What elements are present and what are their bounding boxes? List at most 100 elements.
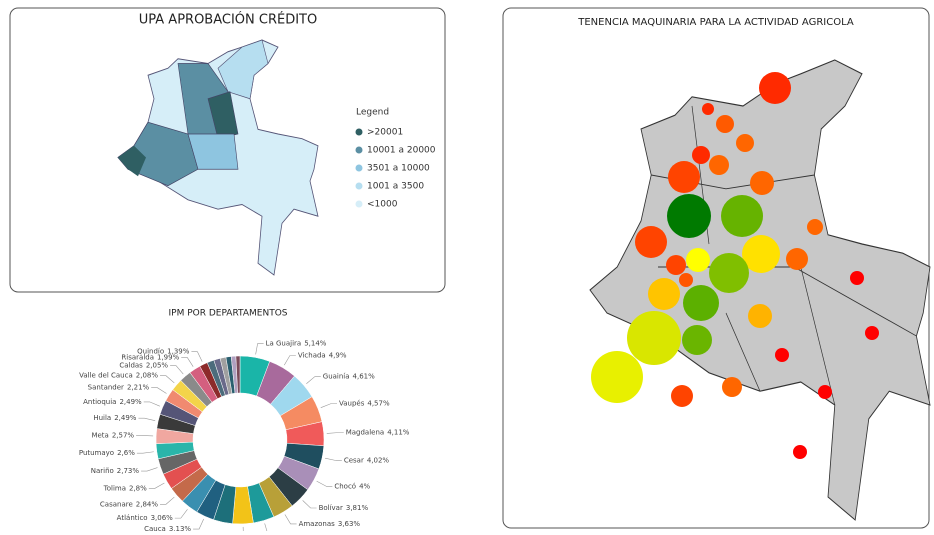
- leader-line: [141, 467, 158, 472]
- leader-line: [170, 365, 184, 375]
- leader-line: [136, 435, 154, 437]
- value-label: 2,73%: [117, 467, 140, 475]
- slice-label: Valle del Cauca 2,08%: [79, 372, 158, 380]
- value-label: 3,63%: [338, 520, 361, 528]
- value-label: 2,49%: [114, 414, 137, 422]
- legend-label: <1000: [367, 200, 398, 210]
- slice-label: Nariño 2,73%: [91, 467, 140, 475]
- slice-label: Santander 2,21%: [88, 384, 150, 392]
- slice-label: Meta 2,57%: [91, 431, 134, 439]
- slice-label: Cauca 3,13%: [144, 525, 191, 531]
- leader-line: [306, 376, 321, 384]
- category-name: Antioquia: [83, 398, 116, 406]
- category-name: Risaralda: [121, 353, 154, 361]
- value-label: 2,21%: [127, 384, 150, 392]
- legend-label: 3501 a 10000: [367, 164, 430, 174]
- category-name: Cesar: [344, 456, 364, 464]
- value-label: 2,8%: [129, 484, 147, 492]
- category-name: Huila: [93, 414, 111, 422]
- category-name: Valle del Cauca: [79, 372, 133, 380]
- slice-label: Casanare 2,84%: [100, 500, 158, 508]
- value-label: 2,6%: [117, 449, 135, 457]
- leader-line: [242, 526, 244, 535]
- legend-label: 1001 a 3500: [367, 182, 424, 192]
- value-label: 4%: [359, 482, 370, 490]
- category-name: Magdalena: [346, 429, 384, 437]
- slice-label: Guainía 4,61%: [323, 373, 375, 381]
- value-label: 2,05%: [146, 362, 169, 370]
- legend-swatch: [355, 200, 363, 208]
- leader-line: [326, 432, 344, 434]
- value-label: 4,9%: [329, 352, 347, 360]
- category-name: La Guajira: [266, 340, 302, 348]
- donut-slice: [235, 355, 241, 394]
- slice-label: Vaupés 4,57%: [339, 400, 390, 408]
- value-label: 5,14%: [304, 340, 327, 348]
- legend-swatch: [355, 128, 363, 136]
- leader-line: [160, 496, 175, 505]
- leader-line: [320, 403, 337, 408]
- leader-line: [181, 357, 194, 367]
- slice-label: Tolima 2,8%: [103, 484, 148, 492]
- value-label: 4,11%: [387, 429, 410, 437]
- legend-label: 10001 a 20000: [367, 146, 436, 156]
- leader-line: [191, 351, 203, 362]
- category-name: Vaupés: [339, 400, 365, 408]
- category-name: Putumayo: [79, 449, 114, 457]
- value-label: 4,57%: [367, 400, 390, 408]
- value-label: 3,06%: [151, 514, 174, 522]
- value-label: 1,99%: [157, 353, 180, 361]
- category-name: Atlántico: [117, 514, 148, 522]
- leader-line: [283, 355, 296, 366]
- map-title: TENENCIA MAQUINARIA PARA LA ACTIVIDAD AG…: [577, 17, 854, 28]
- legend-swatch: [355, 164, 363, 172]
- slice-label: Magdalena 4,11%: [346, 429, 410, 437]
- category-name: Casanare: [100, 500, 133, 508]
- map-upa: [116, 38, 320, 277]
- category-name: Cauca: [144, 525, 166, 531]
- leader-line: [143, 401, 160, 407]
- value-label: 3,81%: [346, 504, 369, 512]
- value-label: 1,39%: [167, 348, 190, 356]
- category-name: Guainía: [323, 373, 350, 381]
- leader-line: [138, 417, 156, 421]
- category-name: Caldas: [119, 362, 143, 370]
- value-label: 2,08%: [136, 372, 159, 380]
- value-label: 4,61%: [353, 373, 376, 381]
- legend-swatch: [355, 182, 363, 190]
- leader-line: [325, 457, 342, 461]
- slice-label: Antioquia 2,49%: [83, 398, 142, 406]
- category-name: Quindío: [137, 348, 164, 356]
- category-name: Nariño: [91, 467, 114, 475]
- slice-label: Amazonas 3,63%: [299, 520, 361, 528]
- slice-label: Bolívar 3,81%: [319, 504, 369, 512]
- legend-label: >20001: [367, 128, 403, 138]
- value-label: 2,84%: [136, 500, 159, 508]
- category-name: Bolívar: [319, 504, 343, 512]
- map-title: UPA APROBACIÓN CRÉDITO: [139, 12, 317, 28]
- leader-line: [151, 387, 167, 394]
- slice-label: Huila 2,49%: [93, 414, 136, 422]
- category-name: Santander: [88, 384, 124, 392]
- category-name: Amazonas: [299, 520, 336, 528]
- leader-line: [255, 343, 264, 355]
- slice-label: Atlántico 3,06%: [117, 514, 173, 522]
- slice-label: Vichada 4,9%: [298, 352, 347, 360]
- leader-line: [148, 482, 165, 489]
- legend-title: Legend: [356, 108, 389, 118]
- category-name: Tolima: [103, 484, 126, 492]
- slice-label: Risaralda 1,99%: [121, 353, 179, 361]
- donut: La Guajira 5,14% Vichada 4,9% Guainía 4,61% Va…: [79, 340, 410, 535]
- value-label: 3,13%: [169, 525, 192, 531]
- chart-title: IPM POR DEPARTAMENTOS: [169, 309, 288, 319]
- leader-line: [193, 518, 204, 530]
- leader-line: [174, 509, 188, 519]
- slice-label: La Guajira 5,14%: [266, 340, 327, 348]
- leader-line: [136, 451, 154, 454]
- legend: >20001 10001 a 20000 3501 a 10000 1001 a 35…: [355, 128, 436, 210]
- slice-label: Caldas 2,05%: [119, 362, 168, 370]
- leader-line: [302, 500, 317, 509]
- legend-swatch: [355, 146, 363, 154]
- value-label: 2,49%: [119, 398, 142, 406]
